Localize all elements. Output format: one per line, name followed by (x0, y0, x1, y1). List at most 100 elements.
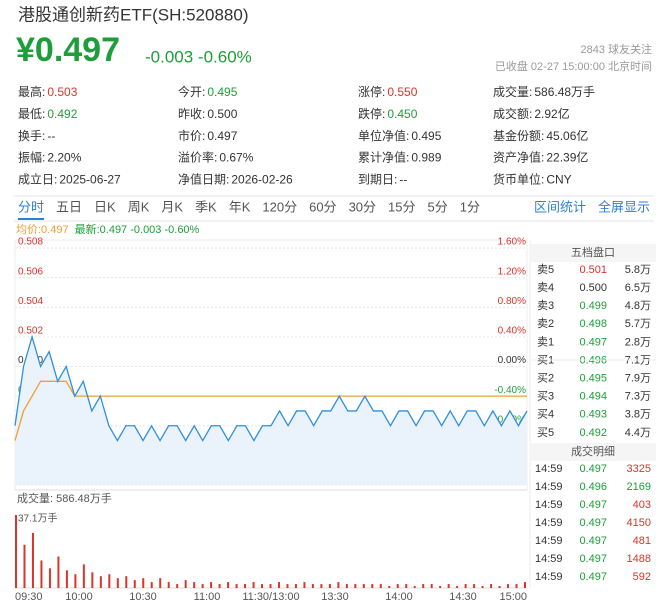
volume-bar (142, 578, 145, 588)
ob-price: 0.495 (579, 373, 607, 385)
tab[interactable]: 15分 (388, 199, 415, 214)
tab[interactable]: 分时 (18, 199, 44, 214)
stat-label: 货币单位: (493, 171, 544, 186)
price-area (15, 336, 527, 485)
stat-label: 今开: (178, 84, 205, 99)
change: -0.003 -0.60% (145, 47, 252, 66)
stat-value: 0.503 (47, 85, 77, 99)
stat-label: 到期日: (358, 172, 397, 186)
stat-label: 成交额: (493, 106, 532, 121)
y2-tick-label: -0.40% (494, 385, 526, 396)
tab[interactable]: 60分 (309, 199, 336, 214)
volume-bar (74, 574, 77, 588)
status: 已收盘 02-27 15:00:00 北京时间 (495, 59, 652, 73)
link[interactable]: 区间统计 (534, 199, 586, 214)
volume-bar (23, 544, 26, 588)
volume-bar (490, 584, 493, 588)
stat-value: 2.92亿 (534, 106, 569, 121)
volume-bar (456, 586, 459, 588)
volume-bar (371, 584, 374, 588)
tab[interactable]: 年K (229, 199, 251, 214)
volume-bar (91, 572, 94, 588)
stat-value: -- (47, 129, 55, 143)
tab[interactable]: 月K (161, 199, 183, 214)
stat-label: 振幅: (18, 150, 45, 165)
stat-label: 最低: (18, 107, 45, 121)
volume-bar (464, 584, 467, 588)
x-tick-label: 14:00 (385, 591, 413, 603)
volume-bar (294, 584, 297, 588)
ob-label: 买4 (537, 408, 554, 421)
ob-label: 卖4 (537, 281, 554, 294)
trade-volume: 3325 (627, 463, 651, 475)
volume-bar (269, 584, 272, 588)
trade-price: 0.497 (579, 499, 607, 511)
tab[interactable]: 周K (128, 199, 150, 214)
y2-tick-label: 1.20% (498, 266, 526, 277)
volume-bar (515, 584, 518, 588)
tab[interactable]: 120分 (262, 199, 297, 214)
tab[interactable]: 5分 (428, 199, 448, 214)
volume-bar (362, 584, 365, 588)
stat-value: 2026-02-26 (231, 172, 293, 186)
x-tick-label: 09:30 (15, 591, 43, 603)
ob-volume: 4.4万 (625, 427, 651, 439)
stat-label: 成交量: (493, 84, 532, 99)
trade-price: 0.497 (579, 517, 607, 529)
volume-bar (244, 584, 247, 588)
volume-bar (405, 584, 408, 588)
y2-tick-label: 0.40% (498, 326, 526, 337)
ob-price: 0.499 (579, 300, 607, 312)
volume-bar (218, 584, 221, 588)
tab[interactable]: 五日 (56, 199, 82, 214)
volume-title: 成交量: 586.48万手 (17, 491, 112, 505)
legend-latest: 最新:0.497 -0.003 -0.60% (75, 222, 200, 236)
stat-value: CNY (546, 172, 571, 186)
volume-bar (524, 582, 526, 588)
ob-volume: 4.8万 (625, 300, 651, 312)
ob-price: 0.500 (579, 282, 607, 294)
trade-time: 14:59 (535, 535, 563, 547)
tab[interactable]: 30分 (349, 199, 376, 214)
trade-price: 0.497 (579, 535, 607, 547)
volume-bar (379, 584, 382, 588)
trade-price: 0.497 (579, 571, 607, 583)
ob-label: 卖2 (537, 317, 554, 330)
volume-bar (447, 584, 450, 588)
volume-bar (277, 582, 280, 588)
stat-value: 0.492 (47, 107, 77, 121)
tab[interactable]: 季K (195, 199, 217, 214)
trade-volume: 1488 (627, 553, 651, 565)
legend-avg: 均价:0.497 (16, 223, 69, 236)
trade-price: 0.496 (579, 481, 607, 493)
link[interactable]: 全屏显示 (598, 199, 650, 214)
volume-bar (498, 586, 501, 588)
tab[interactable]: 1分 (460, 199, 480, 214)
x-tick-label: 15:00 (499, 591, 527, 603)
stat-value: 2.20% (47, 151, 81, 165)
ob-price: 0.494 (579, 391, 607, 403)
ob-price: 0.498 (579, 318, 607, 330)
stat-value: 0.450 (387, 107, 417, 121)
ob-volume: 2.8万 (625, 336, 651, 348)
trade-volume: 4150 (627, 517, 651, 529)
tab[interactable]: 日K (94, 199, 116, 214)
ob-volume: 5.8万 (625, 264, 651, 276)
trade-volume: 2169 (627, 481, 651, 493)
volume-bar (354, 584, 357, 588)
volume-bar (422, 584, 425, 588)
ob-price: 0.493 (579, 409, 607, 421)
stat-label: 跌停: (358, 106, 385, 121)
stat-label: 净值日期: (178, 171, 229, 186)
x-tick-label: 10:00 (65, 591, 93, 603)
volume-bar (507, 584, 510, 588)
stat-value: 2025-06-27 (59, 172, 121, 186)
volume-bar (116, 578, 119, 588)
stat-value: 45.06亿 (546, 128, 588, 143)
ob-price: 0.497 (579, 336, 607, 348)
stat-value: 0.550 (387, 85, 417, 99)
stat-label: 涨停: (358, 84, 385, 99)
y-tick-label: 0.504 (18, 296, 43, 307)
stat-label: 最高: (18, 84, 45, 99)
volume-bar (320, 584, 323, 588)
